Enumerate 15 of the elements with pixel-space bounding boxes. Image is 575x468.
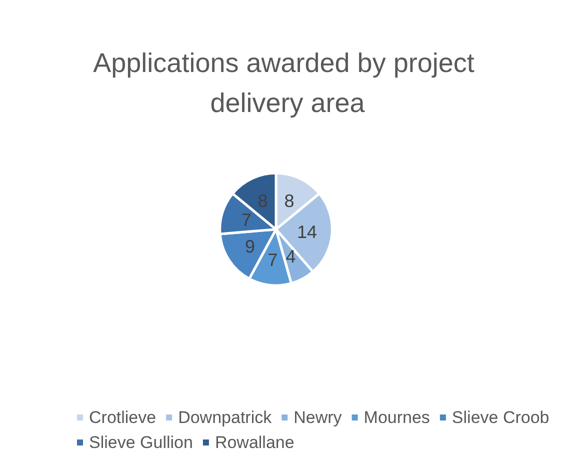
legend-label: Newry (294, 408, 342, 427)
data-label: 14 (296, 222, 317, 242)
legend-label: Mournes (364, 408, 430, 427)
data-label: 7 (268, 250, 278, 270)
legend-label: Slieve Gullion (89, 433, 193, 452)
data-label: 7 (241, 210, 252, 230)
data-label: 4 (286, 246, 296, 267)
data-label: 9 (244, 236, 255, 256)
data-label: 8 (284, 191, 294, 212)
legend-label: Slieve Croob (452, 408, 550, 427)
legend-label: Downpatrick (178, 408, 272, 427)
legend-label: Crotlieve (89, 408, 156, 427)
chart-title: Applications awarded by project delivery area (93, 48, 482, 118)
data-label: 8 (258, 191, 268, 212)
legend-label: Rowallane (214, 433, 294, 452)
